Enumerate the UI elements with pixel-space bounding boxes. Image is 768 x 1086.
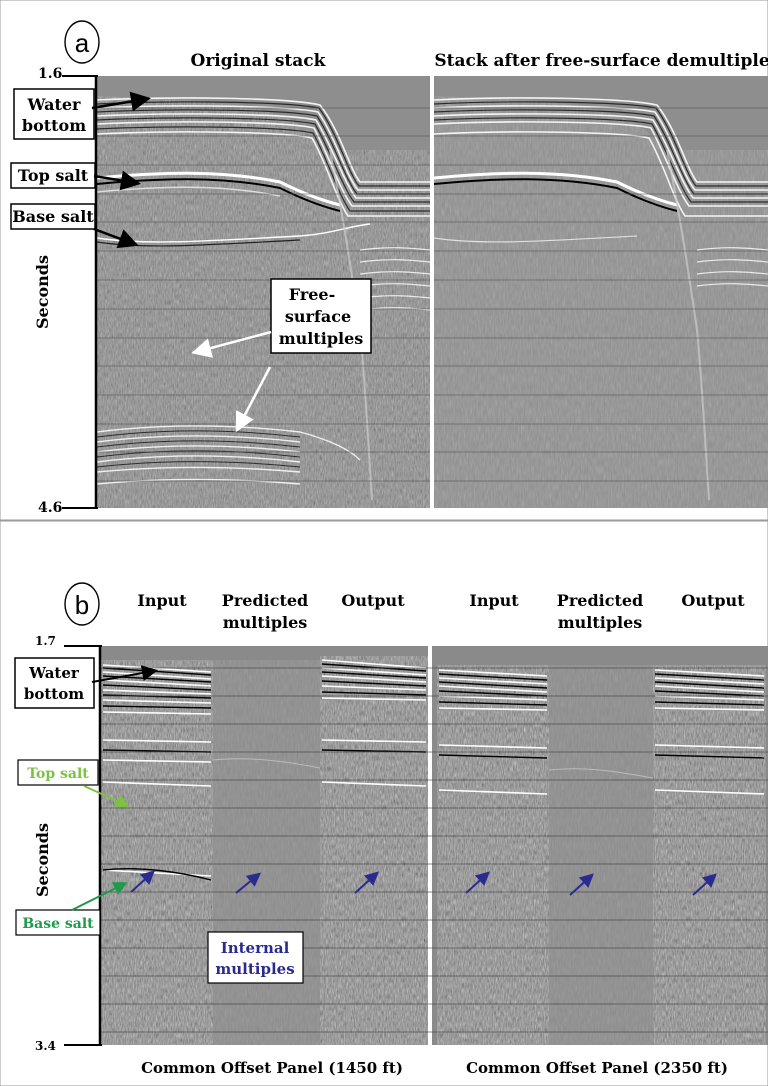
panel-a-letter: a (75, 28, 90, 58)
svg-text:bottom: bottom (24, 685, 84, 703)
top-salt-arrow-a (93, 170, 141, 191)
subpanel-output-2 (653, 665, 766, 1045)
col-predicted-2-l1: Predicted (557, 591, 643, 610)
svg-text:Base salt: Base salt (12, 207, 94, 226)
col-output-2: Output (681, 591, 745, 610)
internal-multiple-arrows (130, 870, 717, 896)
callout-internal-multiples: Internal multiples (207, 931, 304, 984)
svg-text:multiples: multiples (215, 960, 294, 978)
y-tick-bottom-b: 3.4 (35, 1039, 56, 1053)
svg-text:Water: Water (27, 95, 82, 114)
water-bottom-arrow-b (91, 665, 158, 683)
y-tick-bottom-a: 4.6 (38, 500, 62, 516)
svg-text:Free-: Free- (289, 285, 336, 304)
svg-text:bottom: bottom (22, 116, 86, 135)
callout-top-salt-b: Top salt (17, 759, 130, 808)
base-salt-arrow-a (93, 227, 139, 249)
svg-text:Top salt: Top salt (18, 166, 89, 185)
panel-b: b Input Predicted multiples Output Input… (0, 520, 768, 1086)
seismic-section-demultiple (433, 76, 768, 508)
svg-text:Base salt: Base salt (22, 916, 94, 932)
free-surface-arrow-1 (191, 330, 272, 358)
callout-base-salt-a: Base salt (10, 203, 139, 249)
col-predicted-1-l2: multiples (223, 613, 308, 632)
callout-water-bottom-a: Water bottom (13, 88, 151, 140)
panel-a: a Original stack Stack after free-surfac… (0, 0, 768, 521)
y-axis-a: 1.6 4.6 Seconds (33, 66, 98, 516)
y-tick-top-a: 1.6 (38, 66, 62, 82)
subpanel-input-1 (101, 660, 213, 1045)
timing-lines-b (101, 667, 768, 1033)
subpanel-input-2 (437, 665, 549, 1045)
col-input-1: Input (137, 591, 187, 610)
svg-text:Top salt: Top salt (27, 766, 89, 782)
svg-text:surface: surface (285, 307, 351, 326)
y-tick-top-b: 1.7 (35, 634, 56, 648)
svg-text:Water: Water (28, 664, 80, 682)
y-axis-label-b: Seconds (33, 823, 52, 897)
top-salt-arrow-b (83, 785, 130, 808)
callout-top-salt-a: Top salt (10, 162, 141, 191)
col-predicted-1-l1: Predicted (222, 591, 308, 610)
callout-free-surface-multiples: Free- surface multiples (191, 278, 372, 433)
footer-offset-1450: Common Offset Panel (1450 ft) (141, 1059, 403, 1077)
panel-a-border (0, 0, 768, 521)
col-input-2: Input (469, 591, 519, 610)
subpanel-output-1 (320, 656, 428, 1045)
base-salt-arrow-b (71, 882, 128, 911)
footer-offset-2350: Common Offset Panel (2350 ft) (466, 1059, 728, 1077)
title-after-demultiple: Stack after free-surface demultiple (434, 51, 768, 71)
callout-water-bottom-b: Water bottom (14, 657, 158, 709)
y-axis-b: 1.7 3.4 Seconds (33, 634, 102, 1053)
panel-b-border (0, 520, 768, 1086)
subpanel-predicted-2 (548, 665, 654, 1045)
subpanel-predicted-1 (212, 660, 321, 1045)
title-original-stack: Original stack (191, 51, 327, 71)
svg-text:Internal: Internal (221, 939, 290, 957)
free-surface-arrow-2 (235, 366, 272, 433)
section-divider-b (428, 646, 432, 1045)
seismic-section-original (96, 76, 431, 508)
col-output-1: Output (341, 591, 405, 610)
panel-a-label: a (64, 20, 100, 64)
section-divider-a (430, 76, 434, 508)
callout-base-salt-b: Base salt (15, 882, 128, 936)
panel-b-label: b (64, 582, 100, 626)
col-predicted-2-l2: multiples (558, 613, 643, 632)
water-bottom-arrow-a (91, 91, 151, 112)
y-axis-label-a: Seconds (33, 255, 52, 329)
panel-b-letter: b (75, 590, 89, 620)
svg-text:multiples: multiples (279, 329, 364, 348)
